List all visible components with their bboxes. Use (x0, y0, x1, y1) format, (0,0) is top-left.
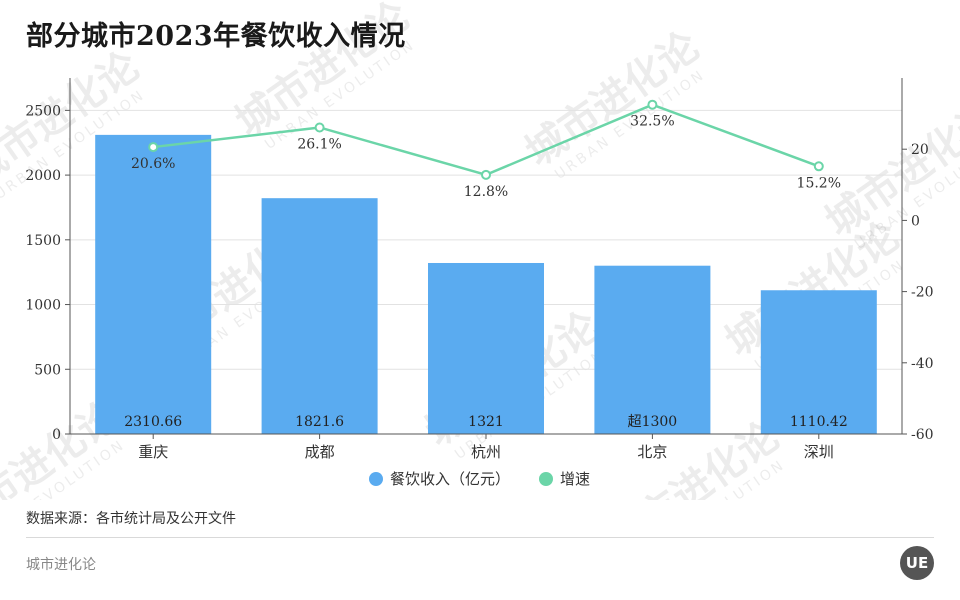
axes: 0 500 1000 1500 2000 2500 -60 -40 -20 0 20 重庆 成都 杭州 北京… (25, 78, 934, 461)
y-right-tick-label: -40 (911, 356, 934, 372)
watermark-text: 城市进化论 (227, 0, 418, 146)
growth-label: 15.2% (797, 175, 841, 191)
bar-value-label: 2310.66 (124, 414, 182, 430)
bar-value-label: 超1300 (628, 414, 678, 430)
bar-value-label: 1110.42 (790, 414, 848, 430)
legend-label-bar: 餐饮收入（亿元） (390, 470, 510, 488)
footer-divider (26, 537, 934, 538)
source-note: 数据来源：各市统计局及公开文件 (26, 511, 236, 527)
growth-point (813, 161, 824, 172)
y-left-tick-label: 2500 (25, 103, 61, 119)
y-right-tick-label: -60 (911, 427, 934, 443)
x-tick-label: 深圳 (804, 443, 834, 461)
x-tick-label: 重庆 (138, 443, 168, 461)
line-series: 20.6% 26.1% 12.8% 32.5% 15.2% (131, 99, 841, 200)
y-left-tick-label: 500 (34, 362, 61, 378)
y-left-tick-label: 0 (52, 427, 61, 443)
legend-marker-line (539, 472, 553, 486)
growth-point (481, 169, 491, 180)
bar-series: 2310.66 1821.6 1321 超1300 1110.42 (95, 134, 877, 434)
chart-title: 部分城市2023年餐饮收入情况 (26, 21, 406, 52)
x-tick-label: 北京 (637, 443, 667, 461)
growth-point (314, 122, 325, 133)
y-left-tick-label: 1000 (25, 298, 61, 314)
bar-成都 (261, 198, 378, 434)
brand-logo: UE (900, 546, 934, 580)
y-left-tick-label: 2000 (25, 168, 61, 184)
bar-深圳 (760, 290, 877, 434)
legend: 餐饮收入（亿元） 增速 (369, 470, 590, 488)
growth-label: 26.1% (297, 136, 341, 152)
growth-point (148, 142, 159, 153)
legend-label-line: 增速 (560, 470, 590, 488)
bar-value-label: 1821.6 (295, 414, 344, 430)
x-tick-label: 杭州 (471, 443, 501, 461)
y-right-tick-label: -20 (911, 285, 934, 301)
bar-value-label: 1321 (468, 414, 504, 430)
bar-重庆 (95, 134, 212, 434)
growth-label: 20.6% (131, 156, 175, 172)
bar-北京 (594, 265, 711, 434)
growth-label: 12.8% (464, 184, 508, 200)
x-tick-label: 成都 (305, 443, 335, 461)
y-right-tick-label: 20 (911, 142, 929, 158)
y-left-tick-label: 1500 (25, 233, 61, 249)
brand-name: 城市进化论 (26, 557, 96, 573)
growth-label: 32.5% (630, 114, 674, 130)
legend-marker-bar (369, 472, 383, 486)
y-right-tick-label: 0 (911, 213, 920, 229)
growth-point (647, 99, 658, 110)
bar-杭州 (428, 262, 544, 434)
